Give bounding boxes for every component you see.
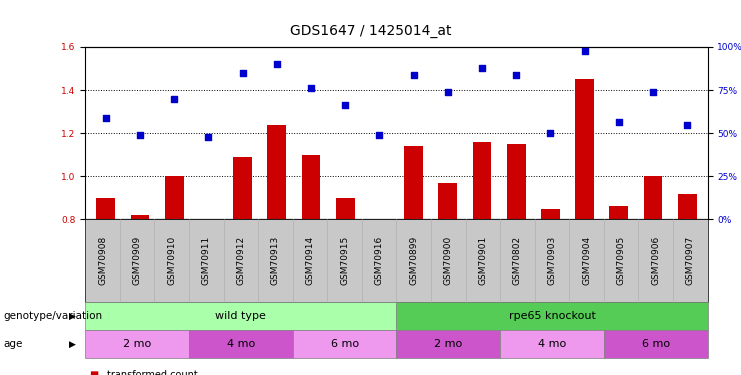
Text: GSM70905: GSM70905 — [617, 236, 625, 285]
Bar — [609, 206, 628, 219]
Bar — [302, 154, 320, 219]
Point — [681, 122, 693, 128]
Text: GSM70914: GSM70914 — [305, 236, 314, 285]
Text: GSM70903: GSM70903 — [548, 236, 556, 285]
Text: 2 mo: 2 mo — [123, 339, 151, 349]
Point — [545, 130, 556, 136]
Text: GSM70907: GSM70907 — [686, 236, 695, 285]
Text: GSM70906: GSM70906 — [651, 236, 660, 285]
Text: GSM70901: GSM70901 — [479, 236, 488, 285]
Point — [579, 48, 591, 54]
Bar — [473, 142, 491, 219]
Text: age: age — [4, 339, 23, 349]
Point — [408, 72, 419, 78]
Text: GSM70909: GSM70909 — [133, 236, 142, 285]
Bar — [268, 124, 286, 219]
Text: ▶: ▶ — [70, 311, 76, 320]
Text: GSM70904: GSM70904 — [582, 236, 591, 285]
Bar — [643, 176, 662, 219]
Bar — [439, 183, 457, 219]
Bar — [96, 198, 115, 219]
Point — [511, 72, 522, 78]
Text: transformed count: transformed count — [107, 370, 198, 375]
Text: GSM70913: GSM70913 — [271, 236, 280, 285]
Text: GSM70915: GSM70915 — [340, 236, 349, 285]
Bar — [404, 146, 423, 219]
Bar — [575, 79, 594, 219]
Text: ▶: ▶ — [70, 340, 76, 349]
Text: GSM70910: GSM70910 — [167, 236, 176, 285]
Text: GSM70916: GSM70916 — [375, 236, 384, 285]
Point — [202, 135, 214, 141]
Point — [270, 61, 282, 67]
Point — [168, 96, 180, 102]
Bar — [233, 157, 252, 219]
Text: GSM70908: GSM70908 — [98, 236, 107, 285]
Bar — [678, 194, 697, 219]
Text: 2 mo: 2 mo — [434, 339, 462, 349]
Point — [476, 65, 488, 71]
Bar — [336, 198, 354, 219]
Bar — [130, 215, 150, 219]
Point — [134, 132, 146, 138]
Text: 6 mo: 6 mo — [330, 339, 359, 349]
Text: GSM70900: GSM70900 — [444, 236, 453, 285]
Bar — [507, 144, 525, 219]
Text: GSM70912: GSM70912 — [236, 236, 245, 285]
Text: rpe65 knockout: rpe65 knockout — [508, 311, 596, 321]
Bar — [165, 176, 184, 219]
Point — [373, 132, 385, 138]
Text: 4 mo: 4 mo — [538, 339, 566, 349]
Point — [442, 89, 453, 95]
Text: ■: ■ — [89, 370, 98, 375]
Text: 6 mo: 6 mo — [642, 339, 670, 349]
Text: wild type: wild type — [216, 311, 266, 321]
Point — [236, 70, 248, 76]
Point — [613, 119, 625, 125]
Point — [305, 85, 317, 91]
Point — [100, 115, 112, 121]
Point — [647, 89, 659, 95]
Text: GSM70899: GSM70899 — [409, 236, 418, 285]
Text: GSM70802: GSM70802 — [513, 236, 522, 285]
Text: 4 mo: 4 mo — [227, 339, 255, 349]
Point — [339, 102, 351, 108]
Text: genotype/variation: genotype/variation — [4, 311, 103, 321]
Text: GDS1647 / 1425014_at: GDS1647 / 1425014_at — [290, 24, 451, 38]
Bar — [541, 209, 559, 219]
Text: GSM70911: GSM70911 — [202, 236, 210, 285]
